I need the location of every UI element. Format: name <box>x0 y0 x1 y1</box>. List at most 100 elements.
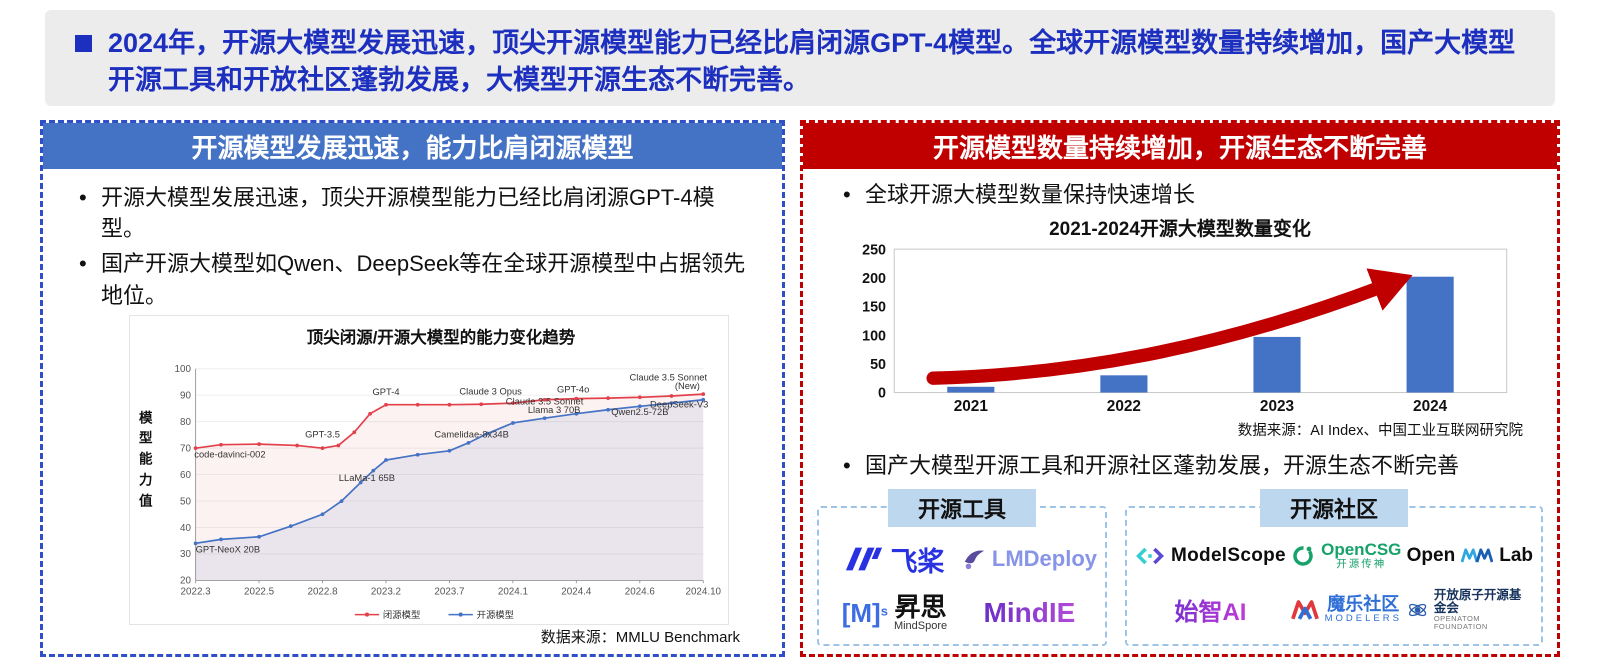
square-bullet-icon <box>75 35 92 52</box>
svg-text:2024.1: 2024.1 <box>498 586 528 597</box>
logo-modelers: 魔乐社区 MODELERS <box>1290 594 1402 625</box>
svg-text:LLaMa-1 65B: LLaMa-1 65B <box>339 473 395 483</box>
svg-text:2024.4: 2024.4 <box>561 586 592 597</box>
open-source-tools-box: 开源工具 飞桨 LMDeploy <box>817 489 1107 646</box>
svg-text:2024: 2024 <box>1413 398 1448 415</box>
paddlepaddle-label: 飞桨 <box>890 546 945 577</box>
svg-text:Qwen2.5-72B: Qwen2.5-72B <box>611 407 668 417</box>
svg-text:80: 80 <box>180 417 191 428</box>
left-panel: 开源模型发展迅速，能力比肩闭源模型 开源大模型发展迅速，顶尖开源模型能力已经比肩… <box>40 120 785 657</box>
modelers-sublabel: MODELERS <box>1324 613 1402 625</box>
svg-text:Claude 3.5 Sonnet: Claude 3.5 Sonnet <box>506 396 584 406</box>
openatom-label: 开放原子开源基金会 <box>1433 587 1522 615</box>
left-bullet-1: 开源大模型发展迅速，顶尖开源模型能力已经比肩闭源GPT-4模型。 <box>73 182 758 244</box>
logo-mindspore: [M]s 昇思 MindSpore <box>841 591 948 633</box>
logo-shizhi-ai: 始智AI <box>1174 592 1246 627</box>
community-logo-grid: ModelScope OpenCSG 开源传神 Open <box>1135 532 1533 640</box>
modelscope-label: ModelScope <box>1171 544 1286 566</box>
svg-text:100: 100 <box>862 329 886 345</box>
ecosystem-boxes: 开源工具 飞桨 LMDeploy <box>817 489 1543 646</box>
svg-text:Claude 3 Opus: Claude 3 Opus <box>459 387 522 397</box>
logo-openmmlab: Open Lab <box>1407 545 1533 567</box>
svg-text:40: 40 <box>180 523 191 534</box>
svg-text:开源模型: 开源模型 <box>477 609 514 620</box>
svg-text:30: 30 <box>180 549 191 560</box>
logo-modelscope: ModelScope <box>1135 545 1286 567</box>
svg-text:2022.8: 2022.8 <box>307 586 338 597</box>
capability-chart: 顶尖闭源/开源大模型的能力变化趋势 模 型 能 力 值 20 30 40 50 60 70… <box>129 314 729 625</box>
shizhi-ai-label: 始智AI <box>1174 592 1246 627</box>
model-count-bar-chart: 0 50 100 150 200 250 2021 2022 2023 2024 <box>843 243 1519 419</box>
ecosystem-bullet: 国产大模型开源工具和开源社区蓬勃发展，开源生态不断完善 <box>837 450 1539 481</box>
lmdeploy-icon <box>964 550 985 570</box>
logo-mindie: MindIE <box>984 597 1076 629</box>
svg-text:90: 90 <box>180 390 191 401</box>
svg-text:(New): (New) <box>675 381 700 391</box>
logo-opencsg: OpenCSG 开源传神 <box>1291 541 1401 570</box>
svg-text:150: 150 <box>862 300 886 316</box>
svg-text:Claude 3.5 Sonnet: Claude 3.5 Sonnet <box>630 373 708 383</box>
svg-text:2022.5: 2022.5 <box>244 586 275 597</box>
line-chart-ylabel: 模 型 能 力 值 <box>139 410 153 509</box>
svg-text:Llama 3 70B: Llama 3 70B <box>528 405 581 415</box>
mindie-label: MindIE <box>983 597 1076 629</box>
right-panel: 开源模型数量持续增加，开源生态不断完善 全球开源大模型数量保持快速增长 2021… <box>800 120 1560 657</box>
modelers-label: 魔乐社区 <box>1327 594 1400 615</box>
svg-text:GPT-4: GPT-4 <box>372 387 399 397</box>
svg-text:2022.3: 2022.3 <box>181 586 212 597</box>
growth-bullet: 全球开源大模型数量保持快速增长 <box>837 179 1539 210</box>
opencsg-label: OpenCSG <box>1321 540 1402 560</box>
line-chart-title: 顶尖闭源/开源大模型的能力变化趋势 <box>306 328 576 347</box>
svg-text:DeepSeek-V3: DeepSeek-V3 <box>650 400 708 410</box>
mmlu-source-label: 数据来源：MMLU Benchmark <box>540 629 740 646</box>
mindspore-sublabel: MindSpore <box>893 619 948 632</box>
openatom-icon <box>1408 603 1426 616</box>
model-count-chart: 0 50 100 150 200 250 2021 2022 2023 2024 <box>843 243 1519 419</box>
svg-text:50: 50 <box>180 496 191 507</box>
svg-text:Camelidae-8x34B: Camelidae-8x34B <box>434 430 508 440</box>
svg-text:100: 100 <box>175 364 192 375</box>
left-bullet-list: 开源大模型发展迅速，顶尖开源模型能力已经比肩闭源GPT-4模型。 国产开源大模型… <box>43 169 782 311</box>
bar-chart-source-label: 数据来源：AI Index、中国工业互联网研究院 <box>1237 423 1523 440</box>
capability-line-chart: 20 30 40 50 60 70 80 90 100 2022.3 2022.5 2022.8 202… <box>160 350 722 622</box>
mindspore-bracket-icon: [M]s <box>841 597 888 628</box>
svg-text:2022: 2022 <box>1107 398 1141 415</box>
paddlepaddle-icon <box>846 547 883 571</box>
svg-text:50: 50 <box>870 357 886 373</box>
svg-text:60: 60 <box>180 470 191 481</box>
bar-chart-title: 2021-2024开源大模型数量变化 <box>1049 219 1311 241</box>
lmdeploy-label: LMDeploy <box>991 546 1097 572</box>
tools-badge: 开源工具 <box>887 489 1037 527</box>
svg-text:GPT-4o: GPT-4o <box>557 384 589 394</box>
svg-text:2023: 2023 <box>1260 398 1294 415</box>
community-badge: 开源社区 <box>1259 489 1409 527</box>
tools-logo-grid: 飞桨 LMDeploy [M]s 昇思 MindSpore <box>827 532 1097 640</box>
modelers-icon <box>1290 600 1319 620</box>
svg-text:2023.7: 2023.7 <box>434 586 464 597</box>
svg-text:200: 200 <box>862 271 886 287</box>
openmmlab-mm-icon <box>1461 548 1494 563</box>
svg-text:闭源模型: 闭源模型 <box>383 609 420 620</box>
open-source-community-box: 开源社区 ModelScope OpenCSG <box>1125 489 1543 646</box>
openatom-sublabel: OPENATOM FOUNDATION <box>1433 613 1488 631</box>
svg-text:2024.10: 2024.10 <box>685 586 721 597</box>
opencsg-icon <box>1293 545 1313 566</box>
opencsg-sublabel: 开源传神 <box>1336 558 1387 571</box>
svg-text:0: 0 <box>878 386 886 402</box>
summary-banner: 2024年，开源大模型发展迅速，顶尖开源模型能力已经比肩闭源GPT-4模型。全球… <box>45 10 1555 106</box>
svg-text:GPT-3.5: GPT-3.5 <box>305 430 340 440</box>
svg-text:2023.2: 2023.2 <box>371 586 401 597</box>
svg-text:code-davinci-002: code-davinci-002 <box>194 449 265 459</box>
left-panel-title: 开源模型发展迅速，能力比肩闭源模型 <box>43 123 782 169</box>
right-panel-title: 开源模型数量持续增加，开源生态不断完善 <box>803 123 1557 169</box>
svg-text:250: 250 <box>862 243 886 258</box>
mindspore-label: 昇思 <box>894 591 947 622</box>
svg-text:2021: 2021 <box>954 398 989 415</box>
logo-openatom: 开放原子开源基金会 OPENATOM FOUNDATION <box>1407 587 1533 631</box>
svg-text:2024.6: 2024.6 <box>625 586 656 597</box>
logo-paddlepaddle: 飞桨 <box>844 540 944 579</box>
openmmlab-post-label: Lab <box>1499 544 1533 566</box>
logo-lmdeploy: LMDeploy <box>962 546 1097 572</box>
openmmlab-pre-label: Open <box>1406 544 1456 566</box>
modelscope-icon <box>1136 547 1164 565</box>
